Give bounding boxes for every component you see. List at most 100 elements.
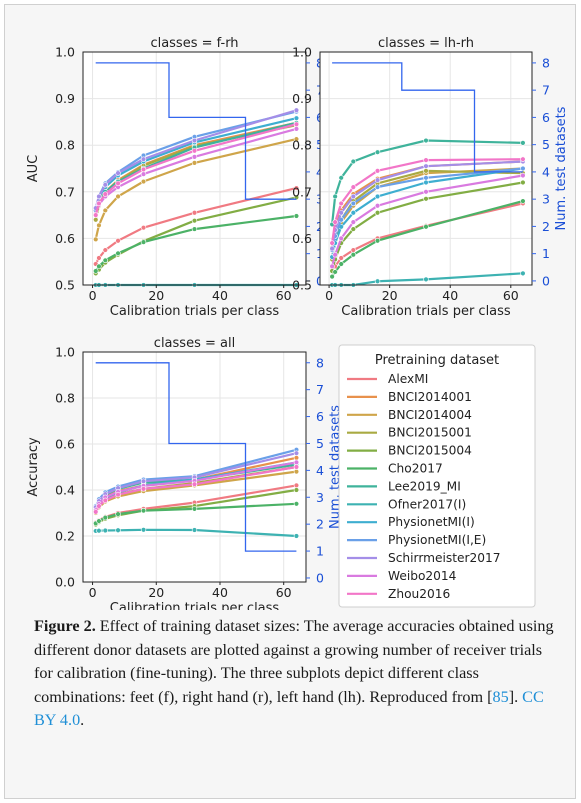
- series-point-BNCI2015004: [293, 487, 300, 493]
- series-point-Cho2017: [93, 268, 99, 274]
- series-point-Schirrmeister2017: [329, 245, 335, 252]
- series-point-Ofner2017(I): [374, 278, 381, 284]
- x-tick-label: 20: [382, 288, 398, 303]
- subplot-1: 0.5 0.6 0.7 0.8 0.9 1.0 0 20 40 60 0 1 2 3 4 5 6 7 8 classe…: [292, 36, 569, 319]
- series-point-Cho2017: [338, 261, 344, 267]
- plot-area: [83, 52, 306, 285]
- y-tick-label: 0.6: [55, 437, 75, 452]
- series-point-Zhou2016: [293, 121, 300, 127]
- series-point-Zhou2016: [140, 486, 147, 492]
- y-tick-label: 1.0: [292, 45, 312, 60]
- caption-mid: ].: [508, 687, 523, 706]
- series-point-Schirrmeister2017: [423, 163, 429, 169]
- series-point-AlexMI: [96, 255, 102, 261]
- legend-entry-label: PhysionetMI(I,E): [388, 533, 486, 547]
- test-datasets-step-line: [95, 62, 297, 200]
- y2-tick-label: 2: [316, 517, 324, 532]
- series-point-Zhou2016: [115, 491, 121, 498]
- legend-entry-label: Ofner2017(I): [388, 497, 466, 511]
- x-axis-label: Calibration trials per class: [110, 304, 280, 319]
- x-tick-label: 20: [148, 288, 164, 303]
- caption-end: .: [80, 711, 85, 729]
- series-point-Ofner2017(I): [115, 527, 121, 533]
- x-tick-label: 60: [503, 288, 519, 303]
- series-point-Schirrmeister2017: [140, 156, 147, 162]
- y-tick-label: 0.9: [55, 91, 75, 106]
- x-tick-label: 0: [89, 585, 97, 600]
- series-point-Zhou2016: [93, 212, 99, 218]
- series-point-Cho2017: [293, 501, 300, 507]
- legend-title: Pretraining dataset: [375, 353, 499, 368]
- series-point-Cho2017: [423, 224, 429, 230]
- series-point-Zhou2016: [293, 464, 300, 470]
- caption-reference-link[interactable]: 85: [492, 687, 509, 706]
- axes-frame: [82, 51, 307, 286]
- series-point-AlexMI: [350, 247, 357, 253]
- series-point-Zhou2016: [191, 481, 198, 487]
- series-point-BNCI2014004: [96, 222, 102, 229]
- series-point-Zhou2016: [338, 200, 344, 207]
- legend-entry-label: Cho2017: [388, 462, 443, 476]
- y-tick-label: 0.7: [292, 184, 312, 199]
- series-point-PhysionetMI(I,E): [520, 165, 526, 172]
- series-point-AlexMI: [338, 255, 344, 261]
- y-tick-label: 0.7: [55, 184, 75, 199]
- y2-tick-label: 4: [542, 164, 550, 179]
- series-point-Weibo2014: [293, 459, 300, 466]
- legend-entry-label: BNCI2015001: [388, 426, 472, 440]
- y2-tick-label: 7: [542, 83, 550, 98]
- y2-tick-label: 3: [542, 192, 550, 207]
- series-point-Weibo2014: [329, 263, 335, 270]
- series-point-Cho2017: [102, 514, 109, 521]
- x-tick-label: 20: [148, 585, 164, 600]
- series-point-Schirrmeister2017: [293, 107, 300, 113]
- y-tick-label: 1.0: [55, 45, 75, 60]
- series-point-Weibo2014: [374, 203, 381, 209]
- y-axis-label: Accuracy: [26, 437, 41, 497]
- y2-tick-label: 6: [542, 110, 550, 125]
- series-point-Zhou2016: [102, 497, 109, 504]
- series-point-Weibo2014: [350, 219, 357, 225]
- series-point-Schirrmeister2017: [191, 137, 198, 144]
- series-point-PhysionetMI(I): [350, 210, 357, 216]
- y-tick-label: 0.8: [55, 391, 75, 406]
- series-point-Weibo2014: [140, 171, 147, 177]
- series-point-BNCI2014004: [102, 207, 109, 214]
- x-tick-label: 60: [276, 585, 292, 600]
- series-point-Schirrmeister2017: [293, 450, 300, 456]
- series-point-Zhou2016: [191, 148, 198, 154]
- series-point-Weibo2014: [338, 235, 344, 242]
- series-point-Weibo2014: [423, 189, 429, 195]
- series-point-AlexMI: [140, 224, 147, 231]
- legend: Pretraining dataset AlexMI BNCI2014001 BNCI…: [338, 344, 536, 608]
- y2-tick-label: 0: [316, 570, 324, 585]
- series-point-Weibo2014: [191, 154, 198, 160]
- series-point-BNCI2014004: [293, 468, 300, 475]
- series-point-Cho2017: [520, 198, 526, 204]
- subplot-title: classes = lh-rh: [378, 36, 474, 51]
- series-point-Cho2017: [329, 273, 335, 280]
- y-tick-label: 0.8: [292, 138, 312, 153]
- series-point-Ofner2017(I): [102, 527, 109, 534]
- series-point-Zhou2016: [520, 156, 526, 162]
- series-point-BNCI2014004: [140, 178, 147, 185]
- series-point-Ofner2017(I): [293, 533, 300, 539]
- y-tick-label: 0.4: [55, 483, 75, 498]
- y-tick-label: 0.0: [55, 575, 75, 590]
- series-point-Lee2019_MI: [374, 149, 381, 155]
- series-point-Lee2019_MI: [338, 175, 344, 181]
- x-tick-label: 40: [212, 585, 228, 600]
- caption-license-link[interactable]: CC BY 4.0: [34, 687, 544, 730]
- series-point-BNCI2015004: [520, 179, 526, 186]
- y-tick-label: 0.2: [55, 529, 75, 544]
- y2-tick-label: 3: [316, 490, 324, 505]
- legend-entry-label: BNCI2014001: [388, 390, 472, 404]
- x-tick-label: 0: [89, 288, 97, 303]
- legend-entry-label: Schirrmeister2017: [388, 551, 501, 565]
- subplot-0: 0.50.60.70.80.91.00 20 40 60012345678classe…: [26, 36, 343, 319]
- caption-text: Effect of training dataset sizes: The av…: [34, 617, 554, 706]
- series-point-Cho2017: [96, 518, 102, 524]
- legend-box: [338, 344, 536, 608]
- legend-entry-label: BNCI2014004: [388, 408, 472, 422]
- series-point-Cho2017: [191, 506, 198, 512]
